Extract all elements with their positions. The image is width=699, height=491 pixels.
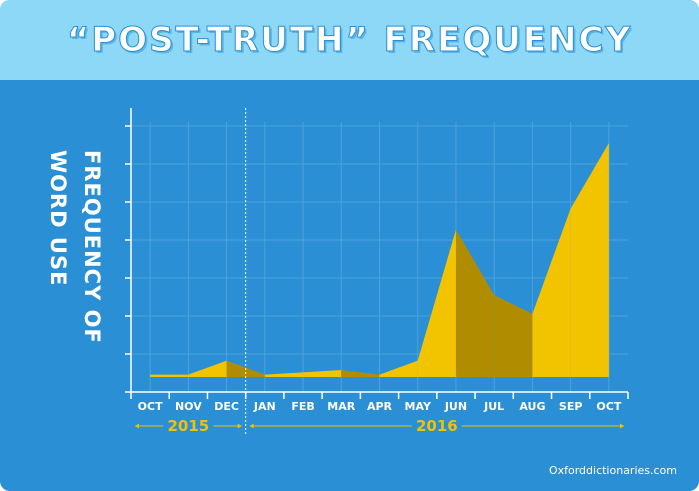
area-segment <box>264 372 304 377</box>
area-segment <box>570 143 609 377</box>
x-tick-label: JAN <box>253 400 276 413</box>
chart-title: “POST-TRUTH” FREQUENCY <box>66 20 633 61</box>
x-tick-label: JUL <box>483 400 504 413</box>
area-segment <box>379 360 418 377</box>
area-segment <box>150 374 189 377</box>
x-tick-label: MAY <box>405 400 432 413</box>
y-axis-label-line-1: FREQUENCY OF <box>80 150 104 344</box>
x-tick-label: OCT <box>596 400 621 413</box>
x-tick-label: APR <box>367 400 393 413</box>
year-label: 2015 <box>167 417 209 435</box>
area-segment <box>532 208 571 377</box>
area-segment <box>417 229 456 377</box>
year-arrow-left <box>249 423 254 429</box>
x-tick-label: MAR <box>327 400 355 413</box>
area-segment <box>494 295 533 377</box>
x-tick-label: NOV <box>175 400 202 413</box>
year-arrow-right <box>620 423 624 429</box>
x-tick-label: OCT <box>138 400 163 413</box>
axes <box>125 108 629 435</box>
year-arrow-left <box>135 423 139 429</box>
x-tick-label: JUN <box>444 400 467 413</box>
x-tick-label: SEP <box>559 400 583 413</box>
y-axis-label: FREQUENCY OF WORD USE <box>40 150 110 380</box>
area-segment <box>341 369 380 377</box>
x-tick-label: DEC <box>214 400 239 413</box>
area-segment <box>455 229 495 377</box>
year-arrow-right <box>237 423 242 429</box>
y-axis-label-line-2: WORD USE <box>46 150 70 287</box>
area-segment <box>188 360 227 377</box>
tick-labels: OCT NOV DEC JAN FEB MAR APR MAY JUN JUL AUG SEP OCT <box>138 400 622 413</box>
area-series <box>150 143 609 377</box>
year-label: 2016 <box>416 417 458 435</box>
header-banner: “POST-TRUTH” FREQUENCY <box>0 0 699 80</box>
year-groups: 2015 2016 <box>135 417 624 435</box>
area-segment <box>303 369 342 377</box>
source-credit: Oxforddictionaries.com <box>548 464 677 477</box>
x-tick-label: FEB <box>291 400 314 413</box>
x-tick-label: AUG <box>519 400 545 413</box>
